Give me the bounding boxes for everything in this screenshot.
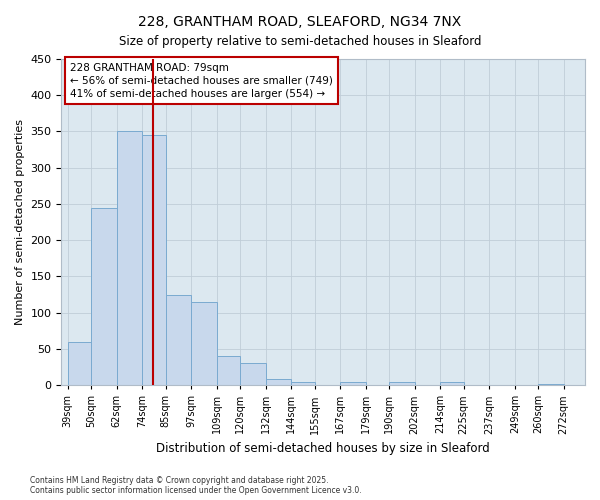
Y-axis label: Number of semi-detached properties: Number of semi-detached properties: [15, 119, 25, 325]
Bar: [538, 384, 564, 385]
Bar: [142, 135, 166, 385]
Bar: [68, 342, 91, 385]
Bar: [266, 380, 291, 385]
Text: Contains HM Land Registry data © Crown copyright and database right 2025.
Contai: Contains HM Land Registry data © Crown c…: [30, 476, 362, 495]
Bar: [117, 132, 142, 385]
Text: 228 GRANTHAM ROAD: 79sqm
← 56% of semi-detached houses are smaller (749)
41% of : 228 GRANTHAM ROAD: 79sqm ← 56% of semi-d…: [70, 62, 333, 99]
Bar: [440, 382, 464, 385]
Bar: [217, 356, 240, 385]
Bar: [340, 382, 366, 385]
Text: Size of property relative to semi-detached houses in Sleaford: Size of property relative to semi-detach…: [119, 35, 481, 48]
Bar: [240, 364, 266, 385]
Bar: [191, 302, 217, 385]
Text: 228, GRANTHAM ROAD, SLEAFORD, NG34 7NX: 228, GRANTHAM ROAD, SLEAFORD, NG34 7NX: [139, 15, 461, 29]
Bar: [291, 382, 314, 385]
X-axis label: Distribution of semi-detached houses by size in Sleaford: Distribution of semi-detached houses by …: [157, 442, 490, 455]
Bar: [389, 382, 415, 385]
Bar: [91, 208, 117, 385]
Bar: [166, 294, 191, 385]
